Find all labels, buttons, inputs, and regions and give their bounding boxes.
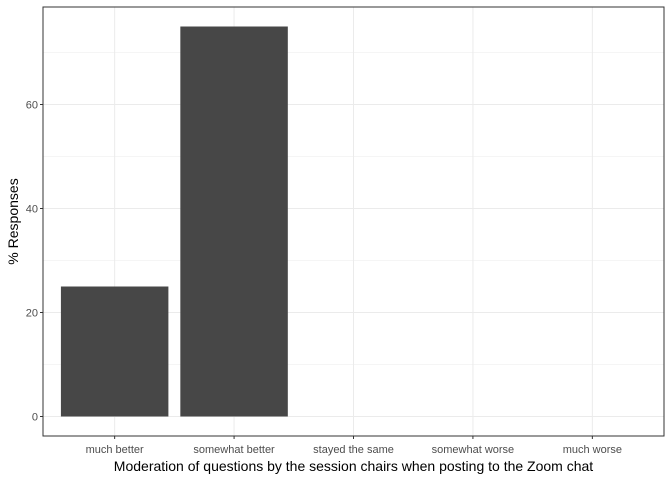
x-tick-label: much better [86,444,144,456]
x-axis-ticks: much better somewhat better stayed the sam… [86,436,622,456]
y-axis-title: % Responses [5,178,21,264]
x-tick-label: much worse [563,444,622,456]
y-tick-label: 20 [26,308,38,320]
bar-much-better [60,286,169,417]
y-tick-label: 0 [32,412,38,424]
bars [60,26,288,417]
x-tick-label: somewhat worse [432,444,515,456]
y-tick-label: 60 [26,100,38,112]
x-tick-label: stayed the same [313,444,394,456]
y-axis-ticks: 0 20 40 60 [26,100,43,424]
y-tick-label: 40 [26,204,38,216]
bar-somewhat-better [180,26,288,417]
x-axis-title: Moderation of questions by the session c… [114,458,593,474]
x-tick-label: somewhat better [193,444,275,456]
